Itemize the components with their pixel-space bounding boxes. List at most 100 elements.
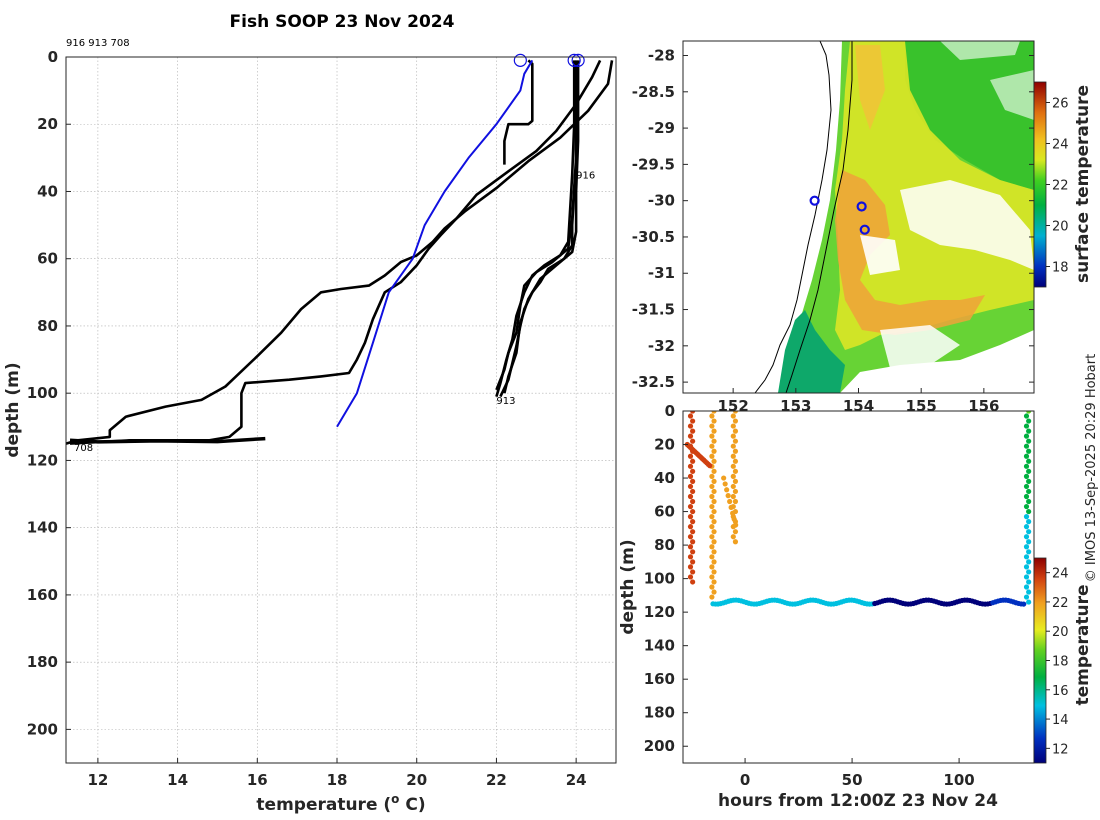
depth-time-point [687,514,694,520]
depth-time-point [687,574,694,580]
depth-time-point [732,498,739,505]
coastline [754,41,832,393]
profile-start-marker [567,53,581,67]
profile-label: 708 [74,443,93,454]
depth-time-point [690,519,696,525]
x-tick-label: 14 [167,771,188,789]
depth-time-point [690,438,696,444]
depth-time-point [1026,418,1032,424]
depth-time-point [732,448,739,454]
depth-time-point [732,488,739,495]
cloud-gap-1 [900,180,1034,270]
sst-colorbar-tick-label: 24 [1052,138,1069,153]
depth-time-point [709,423,715,429]
profile-line-913-d [495,63,578,391]
profile-line-708-bottom [69,436,266,444]
depth-time-point [690,411,696,414]
depth-time-point [690,539,696,545]
depth-time-point [722,481,728,487]
depth-time-point [733,522,739,528]
temp-colorbar-tick-label: 22 [1052,596,1069,611]
map-y-tick-label: -32.5 [632,373,675,391]
map-y-tick-label: -28.5 [632,83,675,101]
map-profile-locations [809,195,870,235]
dt-y-tick-label: 200 [644,737,675,755]
profile-axis-ticks: 12 14 16 18 20 22 24 0 20 40 60 80 100 120 140 160 180 20… [27,48,587,789]
depth-time-point [732,418,739,424]
depth-time-point [690,529,696,535]
map-y-tick-label: -30.5 [632,228,675,246]
x-tick-label: 16 [247,771,268,789]
depth-time-point [687,524,694,530]
temp-colorbar-tick-label: 20 [1052,625,1069,640]
map-field [683,41,1034,393]
cloud-gap-5 [940,41,1020,60]
depth-time-point [730,510,736,516]
depth-time-point [732,458,739,464]
depth-time-point [1026,468,1032,474]
map-y-tick-label: -32 [648,337,675,355]
depth-time-point [709,443,715,449]
depth-time-point [687,493,694,500]
depth-time-point [687,503,694,510]
depth-time-point [707,463,713,469]
depth-time-point [730,453,736,459]
depth-time-point [690,478,696,484]
depth-time-point [687,433,694,439]
depth-time-point [687,413,694,419]
depth-time-point [1023,423,1030,429]
temp-colorbar-ticks: 12 14 16 18 20 22 24 [1046,567,1069,757]
map-y-tick-label: -29.5 [632,155,675,173]
sst-colorbar-tick-label: 20 [1052,220,1069,235]
sst-colorbar [1034,82,1046,287]
depth-time-point [732,428,739,434]
depth-time-point [1023,473,1030,479]
depth-time-point [690,428,696,434]
depth-time-point [1026,519,1032,525]
profile-line-708-b [66,60,614,445]
sst-colorbar-tick-label: 22 [1052,179,1069,194]
map-x-tick-label: 154 [843,397,874,415]
depth-time-point [724,487,730,493]
y-tick-label: 80 [37,317,58,335]
depth-time-point [709,574,715,580]
map-x-tick-label: 156 [968,397,999,415]
depth-time-point [1023,443,1030,449]
depth-time-point [731,516,737,522]
map-x-tick-label: 155 [906,397,937,415]
depth-time-point [709,524,715,530]
depth-time-point [687,554,694,560]
land [683,41,832,393]
profile-start-marker [571,53,585,67]
dt-x-tick-label: 50 [842,771,863,789]
depth-time-point [1023,584,1030,590]
dt-y-tick-label: 60 [654,503,675,521]
depth-time-point [1026,498,1032,505]
temp-colorbar-tick-label: 14 [1052,713,1069,728]
depth-time-point [709,584,715,590]
depth-time-point [1026,549,1032,555]
depth-time-point [730,483,736,490]
depth-time-point [1026,508,1032,515]
depth-time-axis-ticks: 0 50 100 0 20 40 60 80 100 120 140 160 180 200 [644,402,975,789]
y-tick-label: 60 [37,250,58,268]
depth-time-point [725,493,731,499]
depth-time-point [709,544,715,550]
depth-time-point [1023,463,1030,469]
dt-y-tick-label: 80 [654,536,675,554]
dt-y-tick-label: 120 [644,603,675,621]
depth-time-point [709,433,715,439]
depth-time-point [1023,453,1030,459]
depth-time-point [1026,599,1032,605]
depth-time-point [709,413,715,419]
y-tick-label: 180 [27,653,58,671]
depth-time-point [711,428,717,434]
depth-time-point [711,478,717,484]
dt-y-tick-label: 0 [665,402,675,420]
temp-colorbar-tick-label: 18 [1052,655,1069,670]
x-tick-label: 18 [327,771,348,789]
depth-time-point [690,418,696,424]
depth-time-point [690,559,696,565]
depth-time-point [1023,594,1030,600]
depth-time-point [732,411,739,414]
